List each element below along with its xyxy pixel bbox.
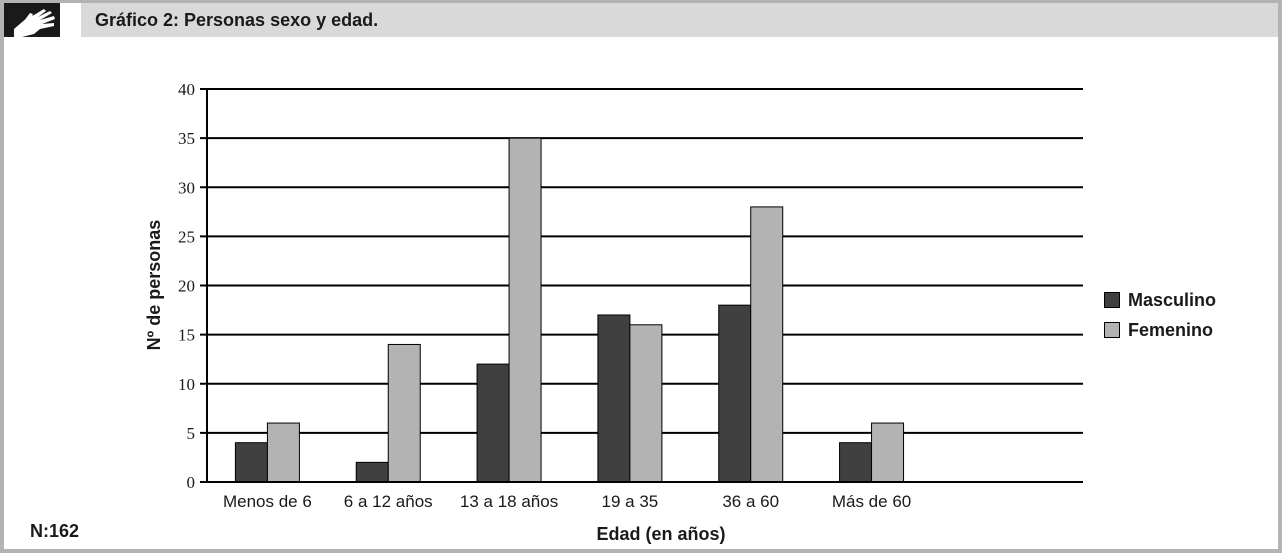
x-tick-label: Más de 60: [832, 492, 911, 511]
y-tick-label: 20: [178, 277, 195, 296]
x-axis-label: Edad (en años): [596, 524, 725, 544]
y-tick-label: 15: [178, 326, 195, 345]
y-axis-label: Nº de personas: [144, 220, 164, 351]
chart-legend: Masculino Femenino: [1104, 285, 1216, 345]
y-tick-label: 0: [187, 473, 196, 492]
chart-title: Gráfico 2: Personas sexo y edad.: [95, 10, 379, 30]
bar-masculino: [718, 304, 752, 483]
legend-swatch-masculino: [1104, 292, 1120, 308]
bar-femenino: [871, 422, 905, 483]
x-tick-label: 13 a 18 años: [460, 492, 558, 511]
y-tick-label: 25: [178, 227, 195, 246]
bar-femenino: [629, 324, 663, 483]
x-tick-label: 36 a 60: [722, 492, 779, 511]
x-tick-label: Menos de 6: [223, 492, 312, 511]
x-tick-label: 19 a 35: [602, 492, 659, 511]
bar-masculino: [597, 314, 631, 483]
y-tick-label: 30: [178, 178, 195, 197]
bar-masculino: [355, 461, 389, 483]
bar-masculino: [839, 442, 873, 483]
legend-label-masculino: Masculino: [1128, 289, 1217, 310]
legend-label-femenino: Femenino: [1128, 319, 1214, 340]
sample-size-note: N:162: [30, 521, 80, 541]
title-bar: Gráfico 2: Personas sexo y edad.: [81, 3, 1278, 37]
bar-femenino: [387, 343, 421, 483]
legend-item-masculino: Masculino: [1104, 285, 1216, 315]
legend-item-femenino: Femenino: [1104, 315, 1216, 345]
y-tick-label: 5: [187, 424, 196, 443]
bar-masculino: [234, 442, 268, 483]
hand-logo-icon: [4, 3, 81, 37]
x-tick-label: 6 a 12 años: [344, 492, 433, 511]
chart-header: Gráfico 2: Personas sexo y edad.: [4, 3, 1278, 37]
bar-femenino: [508, 137, 542, 483]
y-tick-label: 10: [178, 375, 195, 394]
y-tick-label: 35: [178, 129, 195, 148]
bar-femenino: [266, 422, 300, 483]
bar-femenino: [750, 206, 784, 483]
bar-masculino: [476, 363, 510, 483]
legend-swatch-femenino: [1104, 322, 1120, 338]
y-tick-label: 40: [178, 80, 195, 99]
